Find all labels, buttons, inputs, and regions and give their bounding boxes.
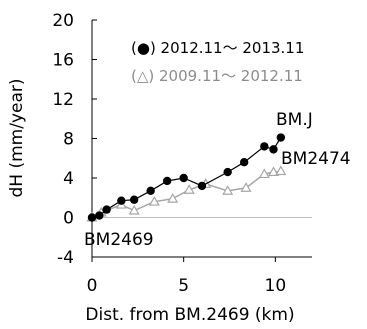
data-point-circle [179,173,188,183]
y-axis-label: dH (mm/year) [7,78,27,197]
annotation-bm2469: BM2469 [84,230,154,250]
legend-entry-black: (●) 2012.11～ 2013.11 [131,39,304,57]
data-point-triangle [267,166,280,177]
y-ticks: -4 0 4 8 12 16 20 [52,11,97,268]
data-point-triangle [222,185,234,195]
data-point-circle [223,167,232,177]
x-tick-label: 5 [178,276,189,296]
y-tick-label: 8 [63,130,74,150]
data-point-circle [129,195,139,204]
y-tick-label: 0 [63,209,74,229]
x-axis-label: Dist. from BM.2469 (km) [85,305,294,325]
data-point-triangle [148,195,160,206]
y-tick-label: 20 [52,11,74,31]
data-point-circle [146,186,155,196]
data-point-circle [239,158,249,167]
y-tick-label: -4 [57,248,74,268]
data-point-triangle [275,165,287,176]
data-point-circle [260,142,269,151]
y-tick-label: 16 [52,51,74,71]
x-tick-label: 10 [265,276,287,296]
data-point-circle [276,133,286,142]
data-point-circle [87,213,97,222]
x-ticks: 0 5 10 [87,257,287,296]
y-tick-label: 12 [52,90,74,110]
data-point-circle [102,205,111,214]
data-point-triangle [183,184,195,194]
annotation-bm-j: BM.J [276,110,313,130]
series-layer [86,133,287,222]
legend-entry-gray: (△) 2009.11～ 2012.11 [131,67,303,85]
data-point-triangle [240,182,252,192]
data-point-circle [162,176,172,186]
data-point-circle [117,196,126,205]
x-tick-label: 0 [87,276,98,296]
data-point-triangle [258,168,270,179]
data-point-triangle [167,193,179,203]
y-tick-label: 4 [63,169,74,189]
annotation-bm2474: BM2474 [281,149,351,169]
data-point-triangle [128,204,140,215]
data-point-circle [197,181,207,191]
legend: (●) 2012.11～ 2013.11 (△) 2009.11～ 2012.1… [131,39,304,85]
data-point-circle [95,211,104,220]
data-point-circle [269,145,278,154]
